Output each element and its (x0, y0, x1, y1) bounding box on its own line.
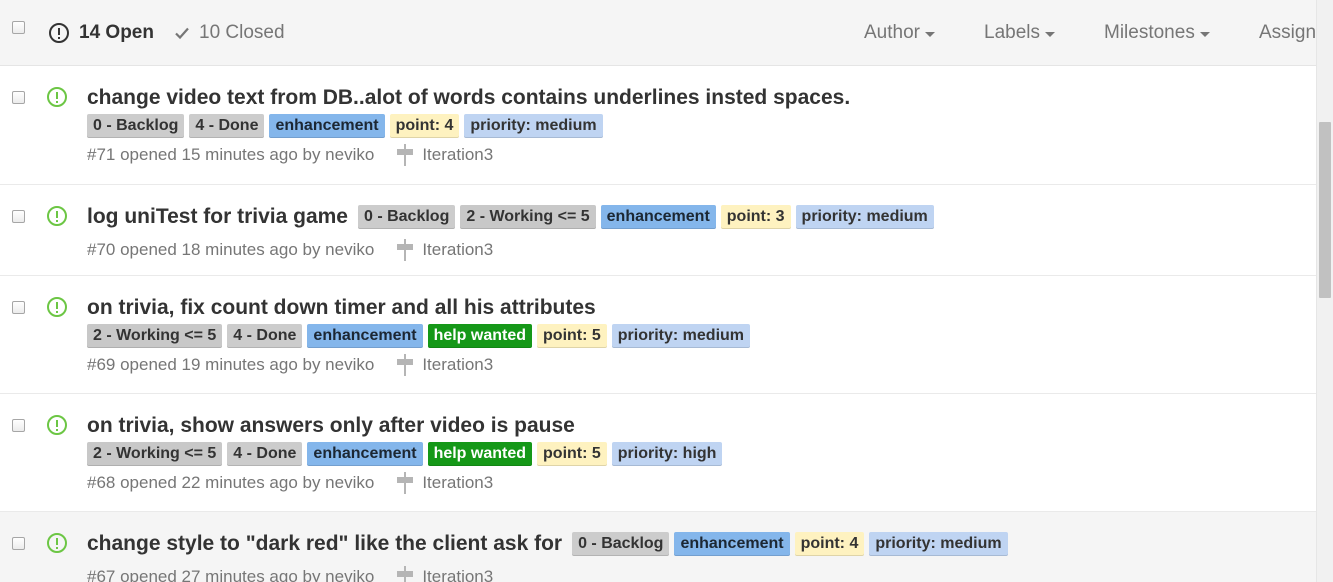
issue-label[interactable]: enhancement (269, 114, 385, 138)
author-filter-label: Author (864, 22, 920, 43)
issue-select-checkbox[interactable] (12, 91, 25, 104)
issue-label[interactable]: 2 - Working <= 5 (460, 205, 596, 229)
issue-select-checkbox[interactable] (12, 419, 25, 432)
issue-label[interactable]: point: 4 (389, 114, 460, 138)
milestone-icon (396, 239, 414, 261)
issue-select-checkbox[interactable] (12, 537, 25, 550)
closed-issues-tab[interactable]: 10 Closed (175, 22, 285, 44)
milestone-icon (396, 144, 414, 166)
issue-label[interactable]: point: 3 (720, 205, 791, 229)
issue-row[interactable]: 0 - Backlog 4 - Done enhancement point: 4 pr… (0, 66, 1316, 185)
issue-label[interactable]: enhancement (674, 532, 790, 556)
issue-label[interactable]: 0 - Backlog (572, 532, 670, 556)
issue-label[interactable]: enhancement (307, 442, 423, 466)
issue-meta: #69 opened 19 minutes ago by neviko Itera… (87, 354, 493, 376)
issue-opened-info: #69 opened 19 minutes ago by neviko (87, 355, 375, 374)
chevron-down-icon (924, 31, 935, 37)
issue-meta: #68 opened 22 minutes ago by neviko Itera… (87, 472, 493, 494)
issue-row[interactable]: log uniTest for trivia game 0 - Backlog 2 … (0, 185, 1316, 276)
open-issues-tab[interactable]: 14 Open (49, 22, 154, 44)
issue-label[interactable]: priority: high (611, 442, 723, 466)
milestones-filter-dropdown[interactable]: Milestones (1104, 22, 1210, 44)
chevron-down-icon (1045, 31, 1055, 37)
issue-title-link[interactable]: change video text from DB..alot of words… (87, 86, 851, 109)
chevron-down-icon (1199, 31, 1210, 37)
milestone-icon (396, 472, 414, 494)
milestone-icon (396, 354, 414, 376)
assignee-filter-dropdown[interactable]: Assignee (1259, 22, 1316, 44)
issue-title-link[interactable]: log uniTest for trivia game (87, 205, 348, 228)
issue-label[interactable]: 4 - Done (227, 324, 303, 348)
issue-title-line: change style to "dark red" like the clie… (87, 529, 1013, 559)
issue-select-checkbox[interactable] (12, 301, 25, 314)
issue-opened-icon (47, 87, 67, 107)
check-icon (175, 27, 189, 40)
issue-label[interactable]: priority: medium (795, 205, 934, 229)
issue-title-line: change video text from DB..alot of words… (87, 83, 860, 113)
issues-list-header: 14 Open 10 Closed Author Labels Mileston… (0, 0, 1316, 66)
issue-label[interactable]: enhancement (307, 324, 423, 348)
issue-opened-icon (49, 23, 69, 43)
issue-label[interactable]: priority: medium (611, 324, 751, 348)
issue-label[interactable]: 4 - Done (189, 114, 265, 138)
issue-label[interactable]: help wanted (427, 442, 533, 466)
milestone-link[interactable]: Iteration3 (422, 240, 494, 259)
open-count-label: 14 Open (79, 22, 154, 43)
milestone-icon (396, 566, 414, 582)
closed-count-label: 10 Closed (199, 22, 285, 43)
issue-label[interactable]: 2 - Working <= 5 (87, 324, 223, 348)
issue-label[interactable]: 4 - Done (227, 442, 303, 466)
scrollbar-thumb[interactable] (1319, 122, 1331, 298)
issue-label[interactable]: 0 - Backlog (87, 114, 185, 138)
issue-label[interactable]: help wanted (427, 324, 533, 348)
issue-opened-info: #67 opened 27 minutes ago by neviko (87, 567, 375, 582)
select-all-checkbox[interactable] (12, 21, 25, 34)
issue-title-line: on trivia, fix count down timer and all … (87, 293, 606, 323)
issue-title-link[interactable]: on trivia, fix count down timer and all … (87, 296, 596, 319)
issue-title-line: log uniTest for trivia game 0 - Backlog 2 … (87, 202, 939, 232)
issue-title-link[interactable]: change style to "dark red" like the clie… (87, 532, 563, 555)
issue-label[interactable]: priority: medium (464, 114, 603, 138)
issue-opened-info: #70 opened 18 minutes ago by neviko (87, 240, 375, 259)
issue-label[interactable]: point: 5 (537, 324, 607, 348)
labels-filter-label: Labels (984, 22, 1040, 43)
issue-label[interactable]: 0 - Backlog (357, 205, 456, 229)
issue-label[interactable]: enhancement (600, 205, 716, 229)
milestones-filter-label: Milestones (1104, 22, 1195, 43)
milestone-link[interactable]: Iteration3 (422, 473, 494, 492)
milestone-link[interactable]: Iteration3 (422, 567, 494, 582)
issue-title-line: on trivia, show answers only after video… (87, 411, 585, 441)
issue-meta: #71 opened 15 minutes ago by neviko Itera… (87, 144, 493, 166)
author-filter-dropdown[interactable]: Author (864, 22, 935, 44)
issue-select-checkbox[interactable] (12, 210, 25, 223)
issue-label[interactable]: point: 5 (537, 442, 607, 466)
issue-title-link[interactable]: on trivia, show answers only after video… (87, 414, 575, 437)
issue-label[interactable]: 2 - Working <= 5 (87, 442, 223, 466)
issue-opened-icon (47, 533, 67, 553)
issue-row[interactable]: change style to "dark red" like the clie… (0, 512, 1316, 582)
issue-opened-icon (47, 415, 67, 435)
milestone-link[interactable]: Iteration3 (422, 355, 494, 374)
issue-meta: #67 opened 27 minutes ago by neviko Itera… (87, 566, 493, 582)
issue-opened-icon (47, 297, 67, 317)
assignee-filter-label: Assignee (1259, 22, 1316, 43)
labels-filter-dropdown[interactable]: Labels (984, 22, 1055, 44)
issue-opened-info: #68 opened 22 minutes ago by neviko (87, 473, 375, 492)
issue-label[interactable]: point: 4 (794, 532, 865, 556)
issue-opened-info: #71 opened 15 minutes ago by neviko (87, 145, 375, 164)
issue-opened-icon (47, 206, 67, 226)
issue-labels: 0 - Backlog 4 - Done enhancement point: 4 pr… (87, 113, 608, 139)
issue-label[interactable]: priority: medium (869, 532, 1008, 556)
milestone-link[interactable]: Iteration3 (422, 145, 494, 164)
issue-meta: #70 opened 18 minutes ago by neviko Itera… (87, 239, 493, 261)
